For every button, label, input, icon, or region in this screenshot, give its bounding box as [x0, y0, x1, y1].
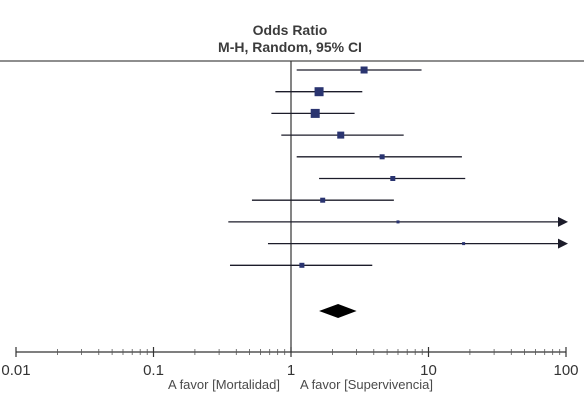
study-point	[360, 66, 368, 74]
ci-arrow-icon	[558, 238, 568, 249]
x-tick-label: 0.01	[1, 362, 30, 379]
x-tick-label: 10	[420, 362, 437, 379]
study-point	[299, 262, 305, 268]
forest-plot-marks: 0.01 0.1 1 10 100	[1, 61, 579, 379]
x-tick-label: 100	[553, 362, 578, 379]
favor-left-label: A favor [Mortalidad]	[168, 377, 280, 392]
study-point	[310, 108, 320, 118]
study-point	[314, 87, 324, 97]
ci-arrow-icon	[558, 216, 568, 227]
study-point	[390, 176, 396, 181]
chart-title: Odds Ratio	[253, 22, 328, 38]
study-point	[379, 154, 385, 160]
study-point	[320, 197, 326, 203]
study-point	[396, 220, 400, 224]
study-point	[462, 242, 466, 246]
chart-subtitle: M-H, Random, 95% CI	[218, 39, 362, 55]
x-tick-label: 1	[287, 362, 295, 379]
study-point	[337, 131, 345, 139]
x-tick-label: 0.1	[143, 362, 164, 379]
pooled-diamond	[319, 304, 357, 318]
favor-right-label: A favor [Supervivencia]	[300, 377, 433, 392]
